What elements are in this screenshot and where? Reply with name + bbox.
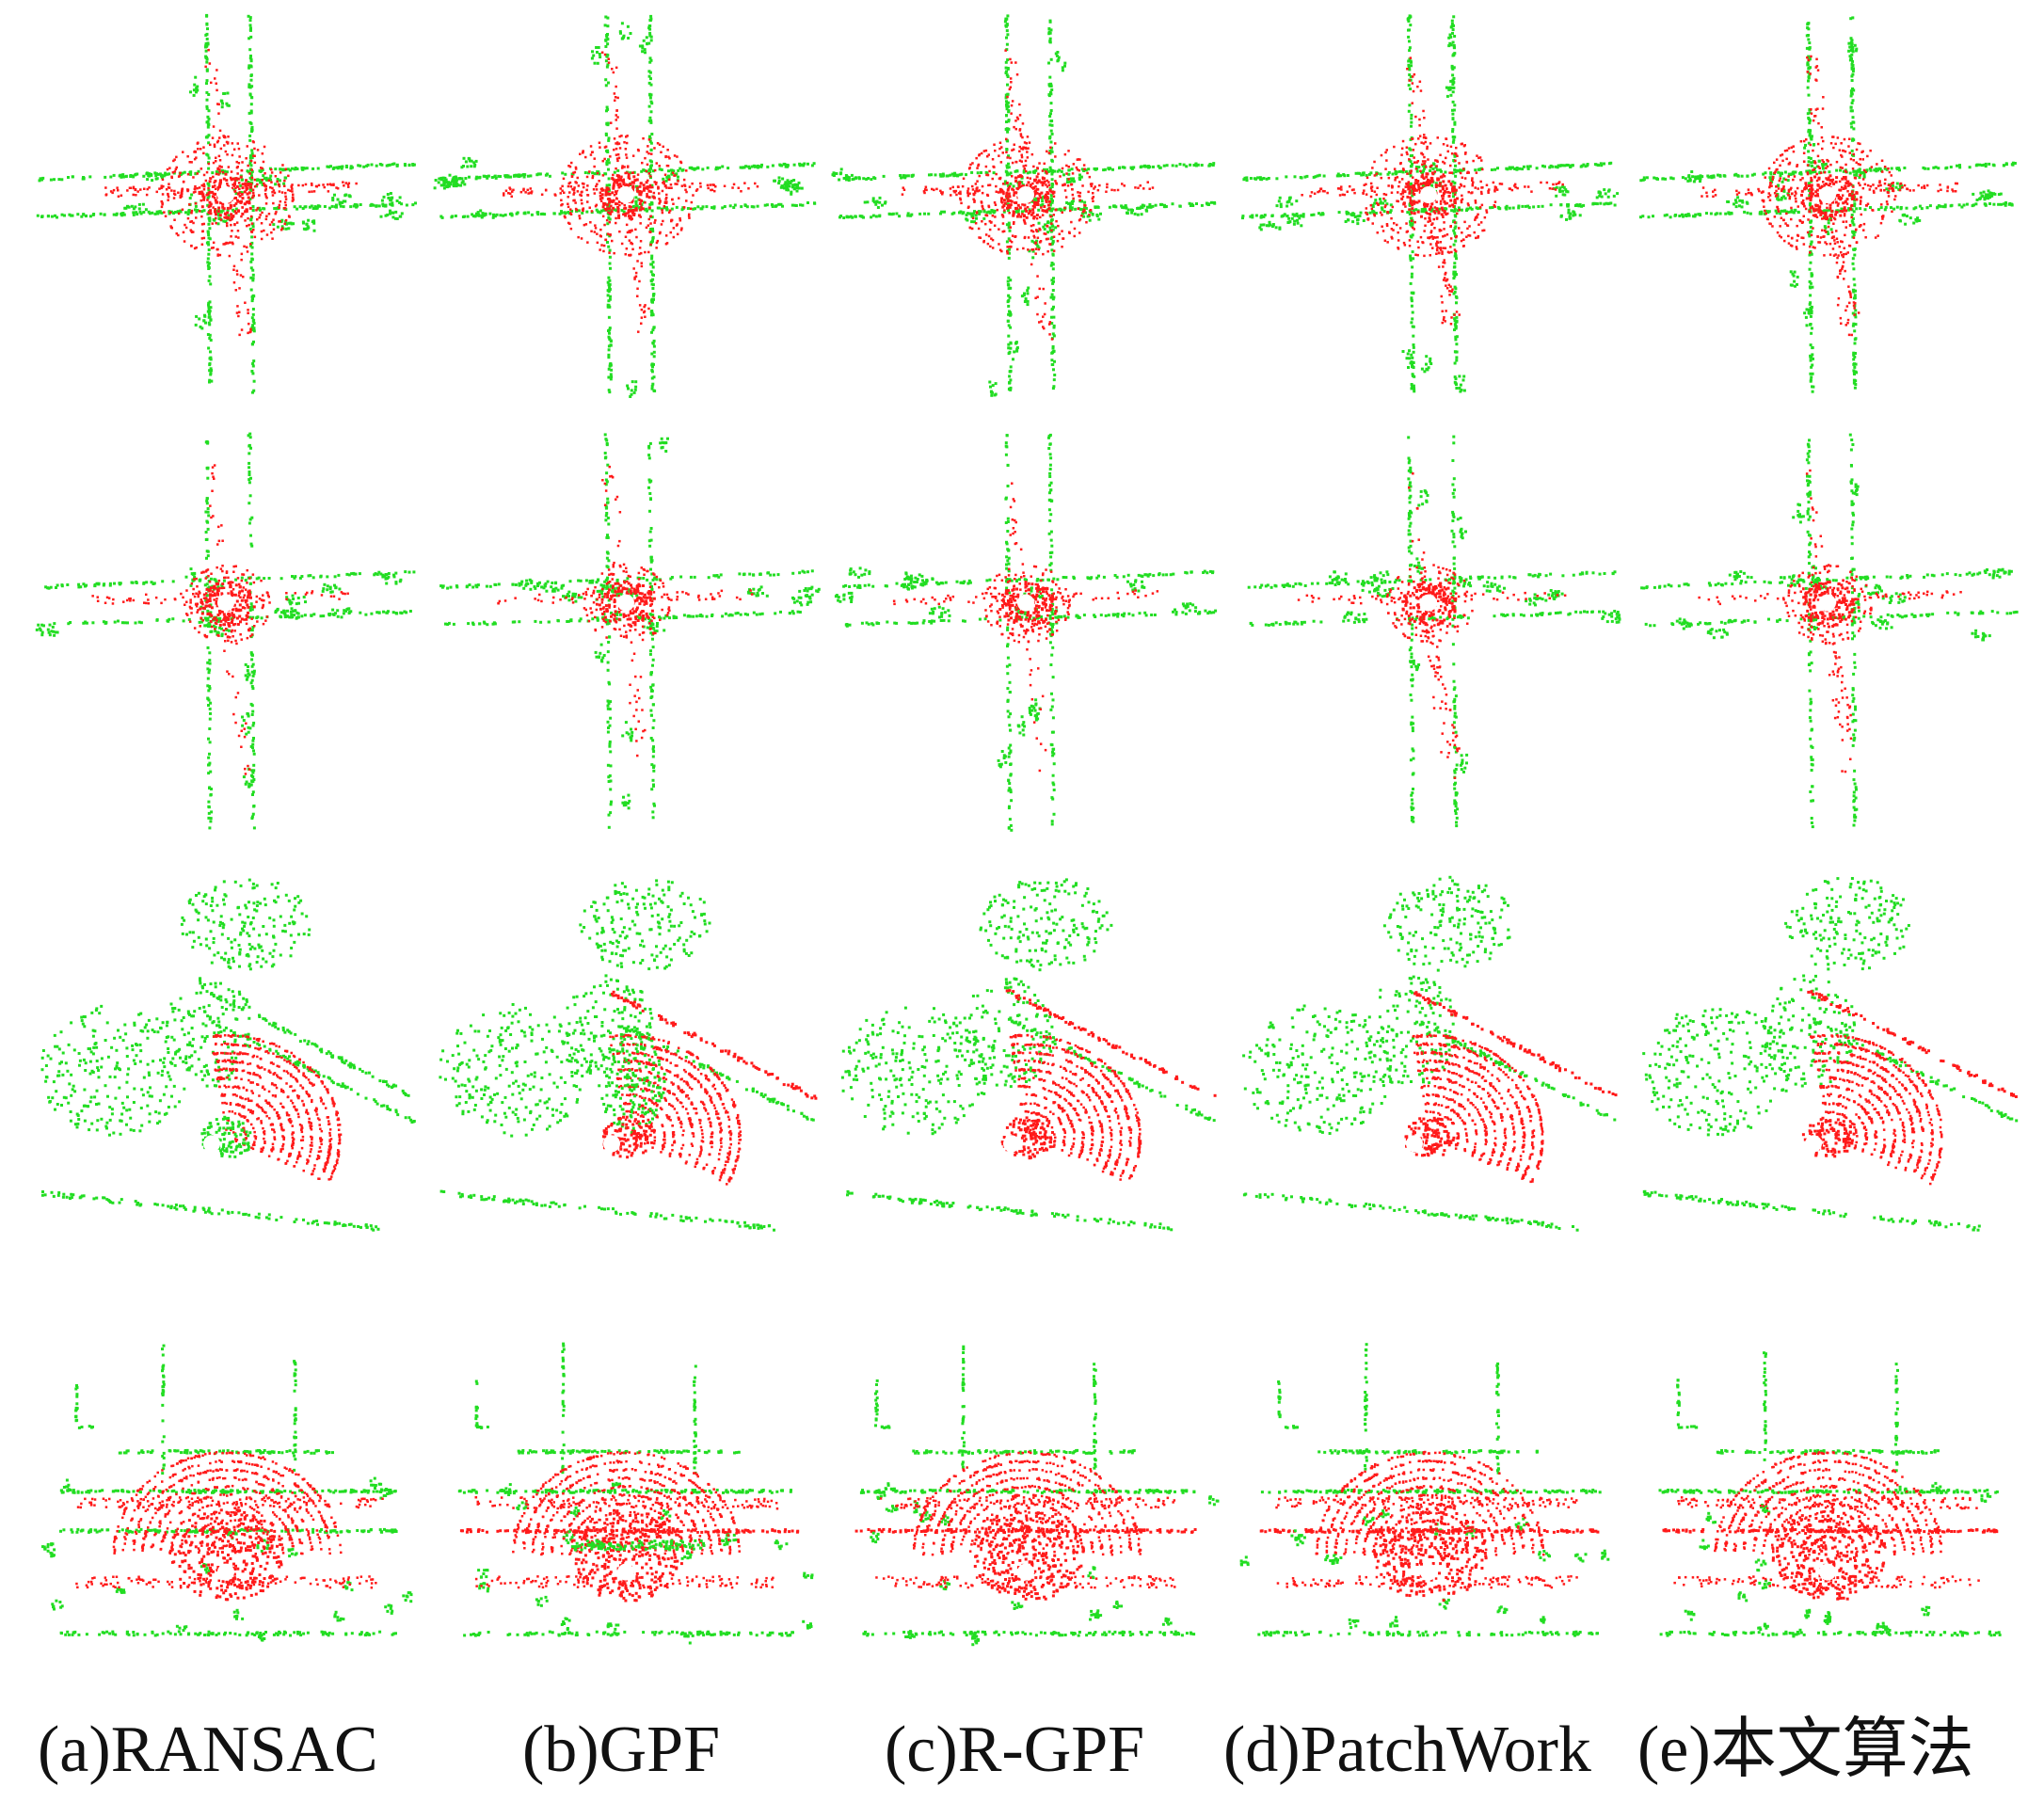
panel-row4-col4 bbox=[1240, 1343, 1610, 1636]
caption-gpf: (b)GPF bbox=[522, 1708, 720, 1793]
panel-row1-col5 bbox=[1639, 16, 2017, 392]
caption-r-gpf: (c)R-GPF bbox=[885, 1708, 1144, 1793]
panel-row3-col4 bbox=[1242, 876, 1617, 1232]
caption-ours: (e)本文算法 bbox=[1637, 1708, 1974, 1793]
panel-row4-col2 bbox=[458, 1343, 814, 1645]
panel-row2-col4 bbox=[1248, 436, 1621, 827]
panel-row1-col4 bbox=[1241, 14, 1619, 392]
panel-row3-col2 bbox=[439, 879, 817, 1231]
panel-row1-col3 bbox=[832, 14, 1217, 396]
panel-row1-col1 bbox=[37, 14, 417, 394]
panel-row2-col5 bbox=[1640, 434, 2019, 828]
panel-row3-col1 bbox=[41, 879, 416, 1232]
panel-row2-col3 bbox=[835, 434, 1217, 832]
panel-row3-col5 bbox=[1642, 877, 2018, 1232]
panel-row1-col2 bbox=[434, 15, 817, 398]
panel-row4-col5 bbox=[1659, 1351, 2002, 1637]
caption-ransac: (a)RANSAC bbox=[38, 1708, 378, 1793]
point-cloud-grid bbox=[0, 0, 2044, 1694]
panel-row2-col2 bbox=[439, 433, 821, 828]
panel-row4-col1 bbox=[41, 1345, 413, 1642]
panel-row4-col3 bbox=[855, 1346, 1220, 1647]
panel-row2-col1 bbox=[36, 433, 416, 830]
panel-row3-col3 bbox=[841, 878, 1217, 1231]
caption-patchwork: (d)PatchWork bbox=[1223, 1708, 1591, 1793]
